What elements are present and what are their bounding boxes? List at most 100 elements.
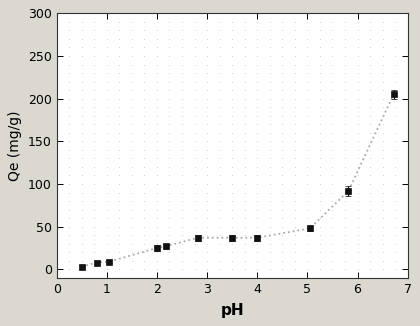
Point	[341, 87, 348, 93]
Point	[229, 258, 236, 263]
Point	[304, 199, 311, 204]
Point	[266, 250, 273, 255]
Point	[379, 139, 386, 144]
Point	[116, 147, 123, 153]
Point	[79, 139, 85, 144]
Point	[392, 62, 399, 67]
Point	[191, 147, 198, 153]
Point	[178, 79, 185, 84]
Point	[392, 79, 399, 84]
Point	[266, 190, 273, 195]
Point	[279, 250, 286, 255]
Point	[129, 190, 135, 195]
Point	[103, 190, 110, 195]
Point	[66, 28, 73, 33]
Point	[329, 267, 336, 272]
Point	[266, 19, 273, 24]
Point	[279, 156, 286, 161]
Point	[266, 28, 273, 33]
Point	[291, 164, 298, 170]
Point	[216, 181, 223, 186]
Point	[129, 19, 135, 24]
Point	[91, 19, 97, 24]
Point	[229, 156, 236, 161]
Point	[379, 224, 386, 229]
Point	[304, 267, 311, 272]
Point	[317, 190, 323, 195]
Point	[392, 87, 399, 93]
Point	[204, 241, 210, 246]
Point	[91, 28, 97, 33]
Point	[379, 130, 386, 135]
Point	[379, 70, 386, 76]
Point	[103, 156, 110, 161]
Point	[317, 11, 323, 16]
Point	[66, 79, 73, 84]
Point	[392, 130, 399, 135]
Point	[216, 139, 223, 144]
Point	[129, 53, 135, 59]
Point	[129, 139, 135, 144]
Point	[279, 207, 286, 212]
Point	[191, 224, 198, 229]
Point	[191, 113, 198, 118]
Point	[191, 28, 198, 33]
Point	[166, 105, 173, 110]
Point	[116, 36, 123, 41]
Point	[304, 147, 311, 153]
Point	[141, 87, 148, 93]
Point	[341, 70, 348, 76]
Point	[91, 156, 97, 161]
Point	[354, 70, 361, 76]
Point	[103, 19, 110, 24]
Point	[317, 250, 323, 255]
Point	[204, 70, 210, 76]
Point	[129, 258, 135, 263]
Point	[129, 11, 135, 16]
Point	[191, 241, 198, 246]
Point	[254, 164, 260, 170]
Point	[241, 87, 248, 93]
Point	[379, 36, 386, 41]
Point	[291, 258, 298, 263]
Point	[204, 130, 210, 135]
Point	[329, 113, 336, 118]
Point	[66, 232, 73, 238]
Point	[279, 267, 286, 272]
Point	[166, 224, 173, 229]
Point	[341, 139, 348, 144]
Point	[329, 62, 336, 67]
Point	[329, 164, 336, 170]
Point	[329, 199, 336, 204]
Point	[141, 241, 148, 246]
Point	[279, 190, 286, 195]
Point	[154, 181, 160, 186]
Point	[304, 173, 311, 178]
Point	[91, 87, 97, 93]
Point	[341, 173, 348, 178]
Point	[291, 122, 298, 127]
Point	[178, 215, 185, 221]
Point	[279, 62, 286, 67]
Point	[329, 232, 336, 238]
Point	[379, 241, 386, 246]
Point	[279, 105, 286, 110]
Point	[354, 207, 361, 212]
Point	[91, 258, 97, 263]
Point	[191, 164, 198, 170]
Point	[204, 190, 210, 195]
Point	[129, 156, 135, 161]
Point	[116, 232, 123, 238]
Point	[216, 156, 223, 161]
Point	[266, 105, 273, 110]
Point	[304, 19, 311, 24]
Point	[66, 215, 73, 221]
Point	[404, 139, 411, 144]
Point	[379, 199, 386, 204]
Point	[379, 28, 386, 33]
Point	[116, 250, 123, 255]
Point	[291, 241, 298, 246]
Point	[66, 96, 73, 101]
Point	[266, 156, 273, 161]
Point	[367, 224, 373, 229]
